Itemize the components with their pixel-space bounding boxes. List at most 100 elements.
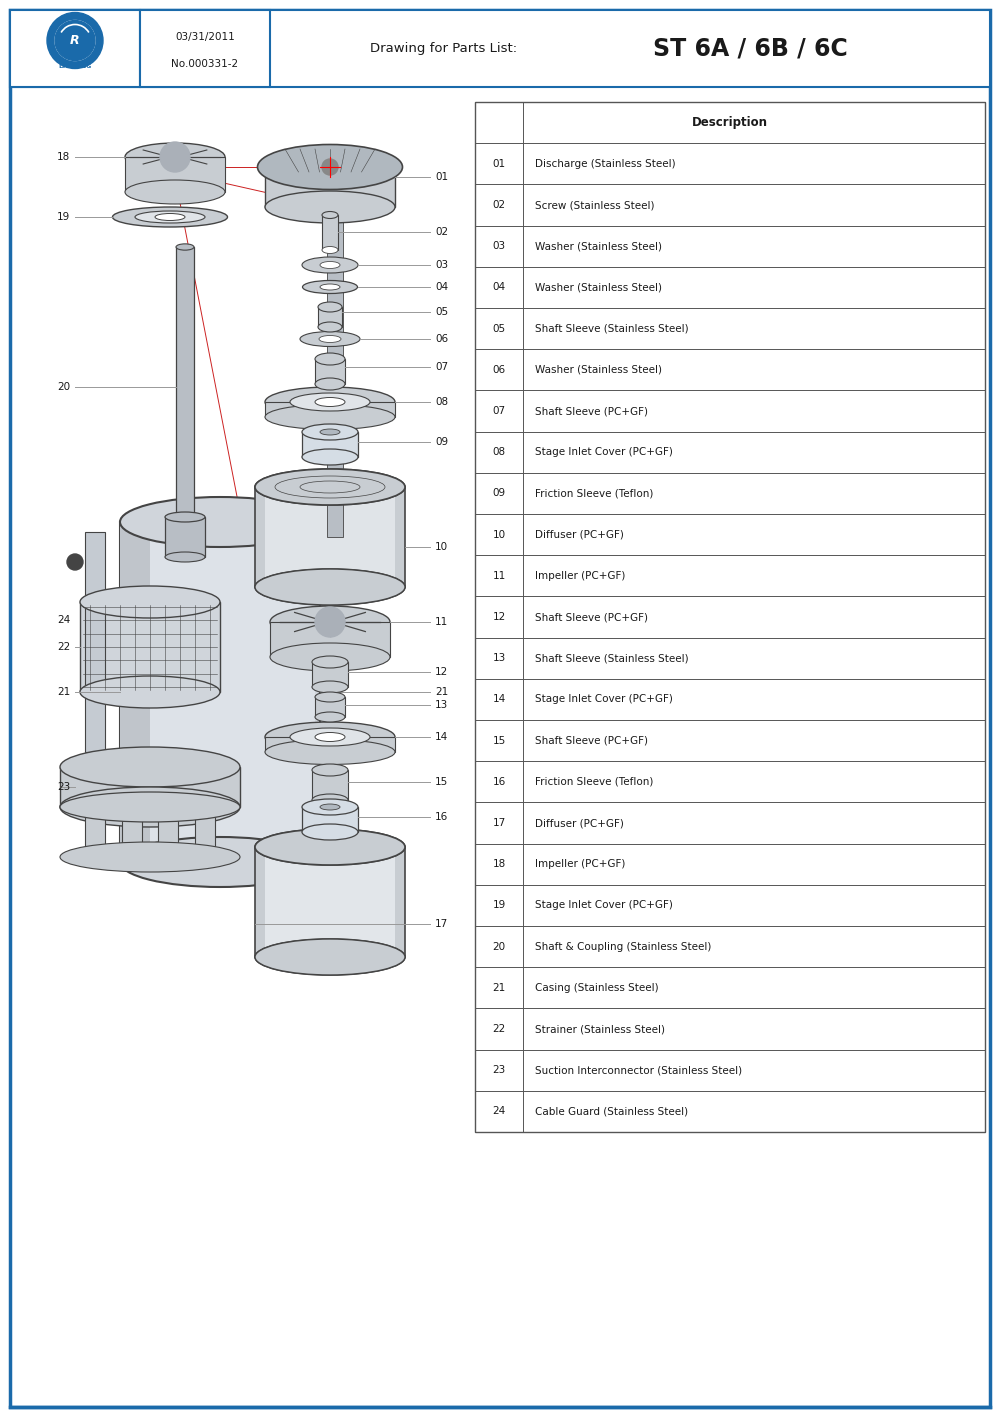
Bar — [302, 432, 358, 458]
Ellipse shape — [265, 152, 395, 183]
Circle shape — [55, 20, 95, 61]
Text: Impeller (PC+GF): Impeller (PC+GF) — [535, 571, 625, 581]
Ellipse shape — [255, 469, 405, 504]
Text: Friction Sleeve (Teflon): Friction Sleeve (Teflon) — [535, 489, 653, 499]
Text: 12: 12 — [492, 612, 506, 622]
Text: Diffuser (PC+GF): Diffuser (PC+GF) — [535, 818, 624, 828]
Bar — [255, 487, 405, 587]
Text: Stage Inlet Cover (PC+GF): Stage Inlet Cover (PC+GF) — [535, 448, 673, 458]
Ellipse shape — [60, 792, 240, 822]
Text: 14: 14 — [492, 694, 506, 704]
Text: 22: 22 — [57, 642, 70, 652]
Text: 03: 03 — [492, 241, 506, 251]
Text: Stage Inlet Cover (PC+GF): Stage Inlet Cover (PC+GF) — [535, 900, 673, 910]
Circle shape — [322, 159, 338, 176]
Ellipse shape — [302, 825, 358, 840]
Text: Diffuser (PC+GF): Diffuser (PC+GF) — [535, 530, 624, 540]
Text: Suction Interconnector (Stainless Steel): Suction Interconnector (Stainless Steel) — [535, 1066, 742, 1076]
Ellipse shape — [255, 939, 405, 975]
Ellipse shape — [255, 469, 405, 504]
Text: 16: 16 — [435, 812, 448, 822]
Bar — [312, 662, 348, 687]
Bar — [327, 187, 343, 537]
Bar — [125, 527, 315, 857]
Ellipse shape — [270, 606, 390, 638]
Ellipse shape — [290, 393, 370, 411]
Ellipse shape — [112, 207, 228, 227]
Bar — [10, 10, 140, 86]
Ellipse shape — [302, 281, 358, 293]
Text: 19: 19 — [492, 900, 506, 910]
Text: 02: 02 — [492, 200, 506, 210]
Ellipse shape — [265, 387, 395, 417]
Ellipse shape — [265, 740, 395, 765]
Ellipse shape — [322, 211, 338, 218]
Bar — [80, 602, 220, 691]
Ellipse shape — [290, 728, 370, 745]
Bar — [255, 847, 405, 956]
Ellipse shape — [312, 656, 348, 667]
Text: Washer (Stainless Steel): Washer (Stainless Steel) — [535, 282, 662, 292]
Ellipse shape — [315, 398, 345, 407]
Ellipse shape — [155, 214, 185, 221]
Text: Discharge (Stainless Steel): Discharge (Stainless Steel) — [535, 159, 676, 169]
Bar — [265, 487, 395, 587]
Text: 21: 21 — [57, 687, 70, 697]
Text: Friction Sleeve (Teflon): Friction Sleeve (Teflon) — [535, 777, 653, 786]
Text: Strainer (Stainless Steel): Strainer (Stainless Steel) — [535, 1024, 665, 1034]
Text: 08: 08 — [492, 448, 506, 458]
Text: R: R — [70, 34, 80, 47]
Text: 06: 06 — [492, 364, 506, 376]
Ellipse shape — [318, 322, 342, 332]
Bar — [122, 808, 142, 857]
Ellipse shape — [176, 244, 194, 251]
Circle shape — [47, 13, 103, 68]
Text: 18: 18 — [57, 152, 70, 162]
Ellipse shape — [125, 180, 225, 204]
Ellipse shape — [265, 404, 395, 429]
Ellipse shape — [315, 691, 345, 701]
Bar — [158, 808, 178, 857]
Ellipse shape — [315, 711, 345, 723]
Text: Stage Inlet Cover (PC+GF): Stage Inlet Cover (PC+GF) — [535, 694, 673, 704]
Ellipse shape — [80, 676, 220, 708]
Bar — [125, 157, 225, 191]
Text: 15: 15 — [492, 735, 506, 745]
Ellipse shape — [302, 256, 358, 273]
Text: 03/31/2011: 03/31/2011 — [175, 33, 235, 43]
Ellipse shape — [320, 429, 340, 435]
Ellipse shape — [258, 145, 402, 190]
Bar — [265, 402, 395, 417]
Ellipse shape — [322, 247, 338, 254]
Text: 03: 03 — [435, 259, 448, 271]
Ellipse shape — [270, 643, 390, 672]
Text: Shaft Sleeve (PC+GF): Shaft Sleeve (PC+GF) — [535, 735, 648, 745]
Ellipse shape — [320, 803, 340, 811]
Text: 10: 10 — [435, 541, 448, 553]
Ellipse shape — [302, 449, 358, 465]
Ellipse shape — [315, 378, 345, 390]
Bar — [195, 808, 215, 857]
Text: 22: 22 — [492, 1024, 506, 1034]
Bar — [265, 847, 395, 956]
Text: 16: 16 — [492, 777, 506, 786]
Bar — [60, 767, 240, 808]
Bar — [140, 10, 270, 86]
Text: Drawing for Parts List:: Drawing for Parts List: — [370, 43, 517, 55]
Text: 01: 01 — [492, 159, 506, 169]
Text: 06: 06 — [435, 334, 448, 344]
Text: Casing (Stainless Steel): Casing (Stainless Steel) — [535, 983, 659, 993]
Text: Washer (Stainless Steel): Washer (Stainless Steel) — [535, 241, 662, 251]
Text: 24: 24 — [57, 615, 70, 625]
Ellipse shape — [312, 764, 348, 777]
Ellipse shape — [176, 514, 194, 520]
Ellipse shape — [312, 682, 348, 693]
Bar — [176, 247, 194, 517]
Circle shape — [160, 142, 190, 171]
Text: 08: 08 — [435, 397, 448, 407]
Text: 13: 13 — [492, 653, 506, 663]
Text: 20: 20 — [57, 383, 70, 393]
Text: 11: 11 — [435, 616, 448, 626]
Circle shape — [67, 554, 83, 570]
Ellipse shape — [255, 939, 405, 975]
